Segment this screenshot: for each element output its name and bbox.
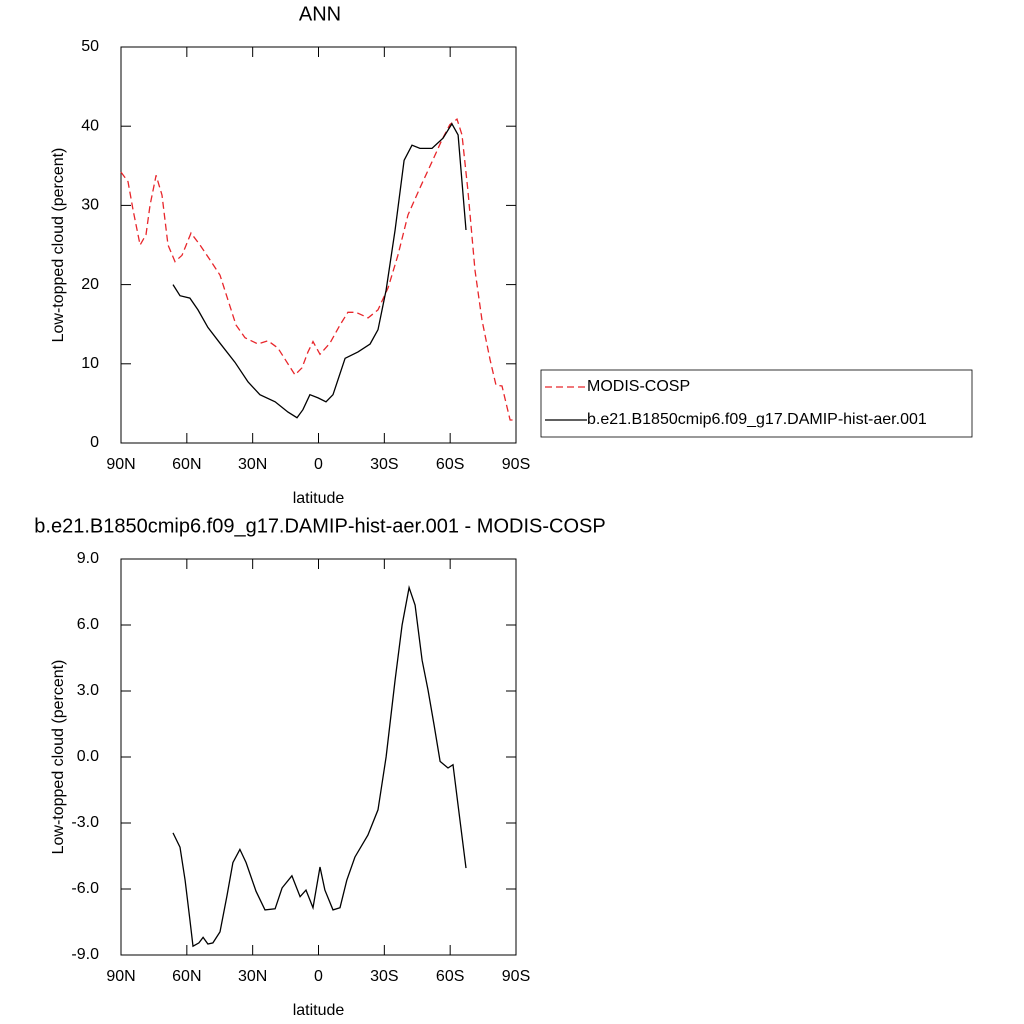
- x-tick-label: 90N: [106, 456, 135, 473]
- legend-label: MODIS-COSP: [587, 378, 690, 395]
- x-axis-label: latitude: [293, 1002, 345, 1019]
- y-tick-label: 40: [81, 117, 99, 134]
- y-tick-label: 50: [81, 38, 99, 55]
- y-tick-label: 6.0: [77, 616, 99, 633]
- x-tick-label: 30S: [370, 968, 398, 985]
- y-tick-label: 0: [90, 434, 99, 451]
- legend-label: b.e21.B1850cmip6.f09_g17.DAMIP-hist-aer.…: [587, 411, 927, 428]
- x-tick-label: 90N: [106, 968, 135, 985]
- y-tick-label: 3.0: [77, 682, 99, 699]
- chart-title: ANN: [299, 3, 341, 25]
- y-tick-label: 20: [81, 276, 99, 293]
- series-line: [172, 585, 467, 948]
- plot-frame: [120, 46, 517, 444]
- y-tick-label: -6.0: [71, 880, 99, 897]
- x-tick-label: 60N: [172, 456, 201, 473]
- x-tick-label: 60S: [436, 968, 464, 985]
- x-tick-label: 0: [314, 968, 323, 985]
- y-tick-label: 9.0: [77, 550, 99, 567]
- y-tick-label: 10: [81, 355, 99, 372]
- series-line: [172, 122, 467, 419]
- y-tick-label: 0.0: [77, 748, 99, 765]
- y-tick-label: -3.0: [71, 814, 99, 831]
- x-tick-label: 90S: [502, 456, 530, 473]
- legend-box: [540, 369, 973, 438]
- x-tick-label: 0: [314, 456, 323, 473]
- x-tick-label: 30S: [370, 456, 398, 473]
- x-tick-label: 90S: [502, 968, 530, 985]
- x-tick-label: 60S: [436, 456, 464, 473]
- x-tick-label: 60N: [172, 968, 201, 985]
- chart-title: b.e21.B1850cmip6.f09_g17.DAMIP-hist-aer.…: [34, 515, 605, 537]
- y-axis-label: Low-topped cloud (percent): [50, 148, 67, 343]
- plot-frame: [120, 558, 517, 956]
- x-tick-label: 30N: [238, 968, 267, 985]
- y-tick-label: -9.0: [71, 946, 99, 963]
- x-tick-label: 30N: [238, 456, 267, 473]
- y-axis-label: Low-topped cloud (percent): [50, 660, 67, 855]
- x-axis-label: latitude: [293, 490, 345, 507]
- y-tick-label: 30: [81, 197, 99, 214]
- series-line: [120, 118, 516, 421]
